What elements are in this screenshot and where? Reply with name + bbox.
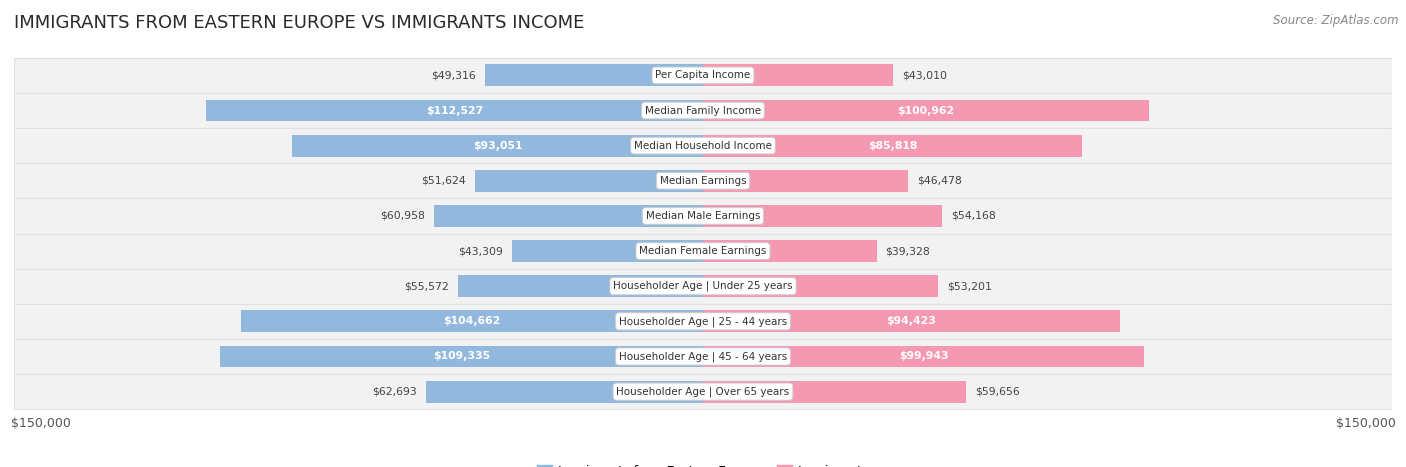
Bar (14, 93, 1392, 128)
Text: Householder Age | Over 65 years: Householder Age | Over 65 years (616, 386, 790, 397)
Bar (426, 381, 703, 403)
Text: IMMIGRANTS FROM EASTERN EUROPE VS IMMIGRANTS INCOME: IMMIGRANTS FROM EASTERN EUROPE VS IMMIGR… (14, 14, 585, 32)
Text: $93,051: $93,051 (472, 141, 522, 151)
Text: $59,656: $59,656 (976, 387, 1019, 396)
Text: Source: ZipAtlas.com: Source: ZipAtlas.com (1274, 14, 1399, 27)
Bar (475, 170, 703, 191)
Text: $51,624: $51,624 (422, 176, 467, 186)
Bar (14, 198, 1392, 234)
Text: Median Household Income: Median Household Income (634, 141, 772, 151)
Text: Householder Age | 45 - 64 years: Householder Age | 45 - 64 years (619, 351, 787, 362)
Bar (14, 339, 1392, 374)
Text: $49,316: $49,316 (432, 71, 477, 80)
Text: Median Earnings: Median Earnings (659, 176, 747, 186)
Text: $60,958: $60,958 (380, 211, 425, 221)
Bar (207, 99, 703, 121)
Bar (14, 128, 1392, 163)
Text: $54,168: $54,168 (950, 211, 995, 221)
Bar (703, 99, 1149, 121)
Bar (703, 240, 877, 262)
Text: $46,478: $46,478 (917, 176, 962, 186)
Text: Median Family Income: Median Family Income (645, 106, 761, 115)
Bar (485, 64, 703, 86)
Text: $99,943: $99,943 (898, 352, 949, 361)
Text: $55,572: $55,572 (404, 281, 449, 291)
Text: $43,010: $43,010 (901, 71, 946, 80)
Text: $39,328: $39,328 (886, 246, 931, 256)
Text: $94,423: $94,423 (887, 316, 936, 326)
Legend: Immigrants from Eastern Europe, Immigrants: Immigrants from Eastern Europe, Immigran… (531, 460, 875, 467)
Bar (703, 170, 908, 191)
Bar (434, 205, 703, 227)
Bar (703, 346, 1144, 368)
Bar (457, 276, 703, 297)
Bar (14, 58, 1392, 93)
Bar (512, 240, 703, 262)
Bar (703, 276, 938, 297)
Bar (703, 135, 1083, 156)
Text: Householder Age | Under 25 years: Householder Age | Under 25 years (613, 281, 793, 291)
Text: $43,309: $43,309 (458, 246, 503, 256)
Text: $104,662: $104,662 (443, 316, 501, 326)
Text: Median Female Earnings: Median Female Earnings (640, 246, 766, 256)
Bar (14, 269, 1392, 304)
Bar (292, 135, 703, 156)
Text: Median Male Earnings: Median Male Earnings (645, 211, 761, 221)
Bar (14, 374, 1392, 409)
Bar (14, 163, 1392, 198)
Bar (240, 311, 703, 332)
Text: $53,201: $53,201 (946, 281, 991, 291)
Bar (14, 304, 1392, 339)
Bar (703, 381, 966, 403)
Bar (703, 311, 1121, 332)
Text: $112,527: $112,527 (426, 106, 484, 115)
Bar (14, 234, 1392, 269)
Text: $100,962: $100,962 (897, 106, 955, 115)
Text: $85,818: $85,818 (868, 141, 917, 151)
Text: $62,693: $62,693 (373, 387, 418, 396)
Bar (703, 64, 893, 86)
Text: Per Capita Income: Per Capita Income (655, 71, 751, 80)
Bar (703, 205, 942, 227)
Text: Householder Age | 25 - 44 years: Householder Age | 25 - 44 years (619, 316, 787, 326)
Bar (221, 346, 703, 368)
Text: $109,335: $109,335 (433, 352, 491, 361)
